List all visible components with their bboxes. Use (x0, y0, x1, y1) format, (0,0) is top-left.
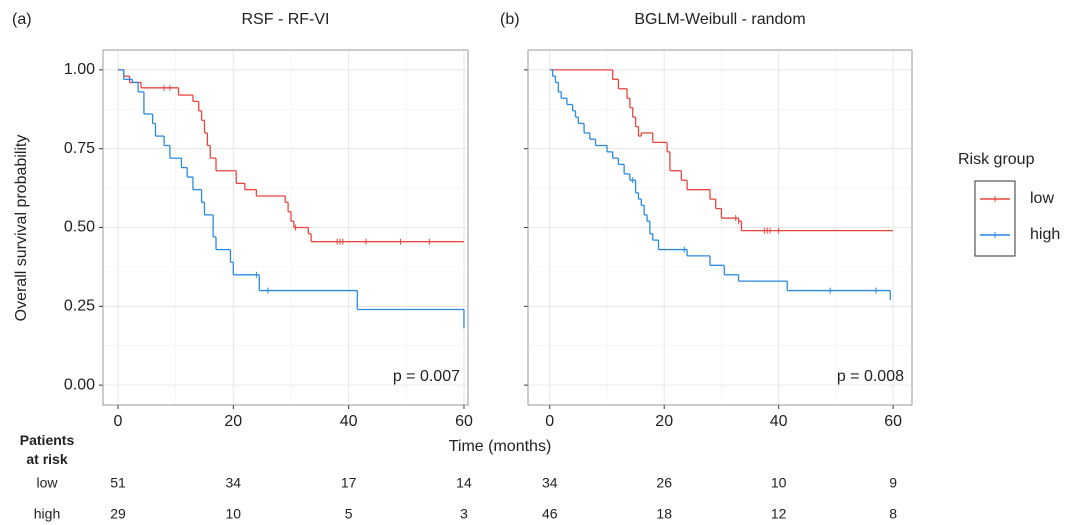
risk-count: 29 (110, 506, 126, 522)
risk-count: 26 (656, 475, 672, 491)
x-tick-label: 40 (340, 413, 358, 430)
panel-label: (b) (500, 11, 520, 28)
risk-count: 14 (456, 475, 472, 491)
risk-table-title: Patients at risk (20, 432, 75, 467)
risk-count: 10 (226, 506, 242, 522)
risk-count: 17 (341, 475, 357, 491)
x-tick-label: 60 (455, 413, 473, 430)
chart-title: RSF - RF-VI (242, 11, 330, 28)
risk-count: 3 (460, 506, 468, 522)
risk-count: 10 (771, 475, 787, 491)
risk-count: 9 (889, 475, 897, 491)
risk-count: 18 (656, 506, 672, 522)
x-tick-label: 0 (114, 413, 123, 430)
y-tick-label: 1.00 (64, 61, 95, 78)
p-value: p = 0.007 (393, 368, 460, 385)
x-tick-label: 60 (884, 413, 902, 430)
y-axis-label: Overall survival probability (13, 135, 30, 322)
x-tick-label: 0 (545, 413, 554, 430)
risk-count: 34 (226, 475, 242, 491)
risk-count: 51 (110, 475, 126, 491)
risk-count: 34 (542, 475, 558, 491)
p-value: p = 0.008 (837, 368, 904, 385)
legend-label: low (1030, 190, 1054, 207)
risk-count: 8 (889, 506, 897, 522)
risk-row-label: low (36, 475, 58, 491)
risk-row-label: high (34, 506, 60, 522)
x-tick-label: 20 (224, 413, 242, 430)
legend-label: high (1030, 226, 1060, 243)
legend-box (974, 180, 1016, 257)
risk-count: 46 (542, 506, 558, 522)
y-tick-label: 0.50 (64, 219, 95, 236)
plot-border (527, 49, 913, 406)
chart-title: BGLM-Weibull - random (634, 11, 805, 28)
x-tick-label: 20 (655, 413, 673, 430)
y-tick-label: 0.00 (64, 376, 95, 393)
x-axis-label: Time (months) (449, 438, 552, 455)
legend-title: Risk group (958, 151, 1035, 168)
risk-count: 12 (771, 506, 787, 522)
plot-border (102, 49, 469, 406)
risk-count: 5 (345, 506, 353, 522)
x-tick-label: 40 (770, 413, 788, 430)
y-tick-label: 0.75 (64, 140, 95, 157)
panel-label: (a) (12, 11, 32, 28)
y-tick-label: 0.25 (64, 298, 95, 315)
